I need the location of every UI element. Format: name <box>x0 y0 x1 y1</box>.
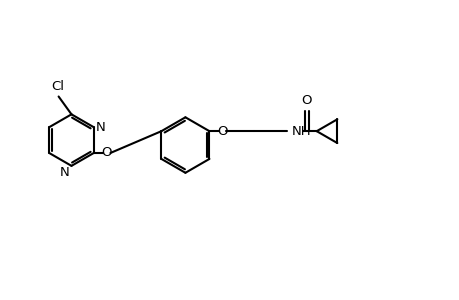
Text: N: N <box>60 166 70 179</box>
Text: N: N <box>95 121 105 134</box>
Text: O: O <box>217 125 227 138</box>
Text: O: O <box>301 94 311 107</box>
Text: Cl: Cl <box>51 80 64 93</box>
Text: NH: NH <box>291 125 311 138</box>
Text: O: O <box>101 146 112 160</box>
